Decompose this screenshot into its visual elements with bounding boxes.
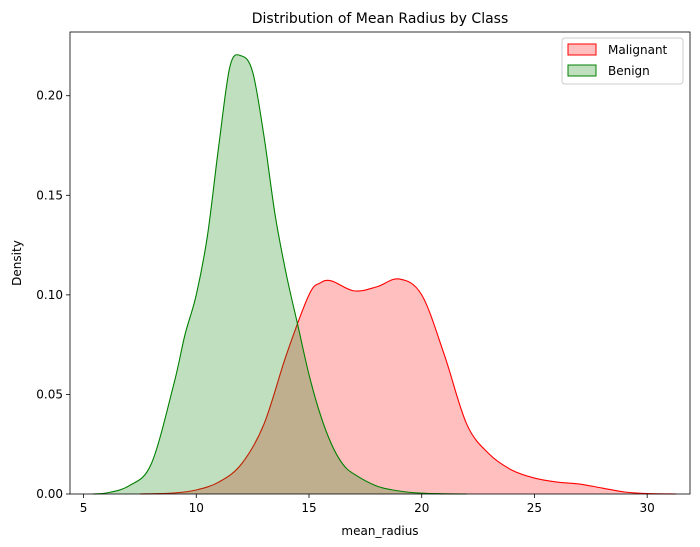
legend-label-benign: Benign [608, 64, 650, 78]
legend-swatch-malignant [567, 43, 597, 56]
x-tick-label: 30 [640, 501, 655, 515]
benign-density-area [92, 54, 467, 495]
x-axis-label: mean_radius [341, 524, 418, 538]
x-tick-label: 20 [414, 501, 429, 515]
malignant-density-line [139, 278, 677, 495]
plot-frame [69, 31, 691, 495]
legend: Malignant Benign [561, 37, 684, 85]
y-tick-label: 0.00 [36, 487, 63, 501]
y-tick-label: 0.15 [36, 188, 63, 202]
y-tick-label: 0.05 [36, 387, 63, 401]
x-tick-label: 10 [189, 501, 204, 515]
y-axis-label: Density [10, 240, 24, 286]
legend-label-malignant: Malignant [608, 43, 668, 57]
plot-areas [92, 54, 677, 495]
x-tick-label: 15 [301, 501, 316, 515]
y-axis: 0.00 0.05 0.10 0.15 0.20 [36, 89, 70, 501]
y-tick-label: 0.20 [36, 89, 63, 103]
legend-swatch-benign [567, 64, 597, 77]
x-axis: 5 10 15 20 25 30 [80, 494, 655, 515]
y-tick-label: 0.10 [36, 288, 63, 302]
chart-title: Distribution of Mean Radius by Class [252, 11, 509, 27]
malignant-density-area [139, 278, 677, 494]
x-tick-label: 5 [80, 501, 88, 515]
x-tick-label: 25 [527, 501, 542, 515]
benign-density-line [92, 54, 467, 495]
